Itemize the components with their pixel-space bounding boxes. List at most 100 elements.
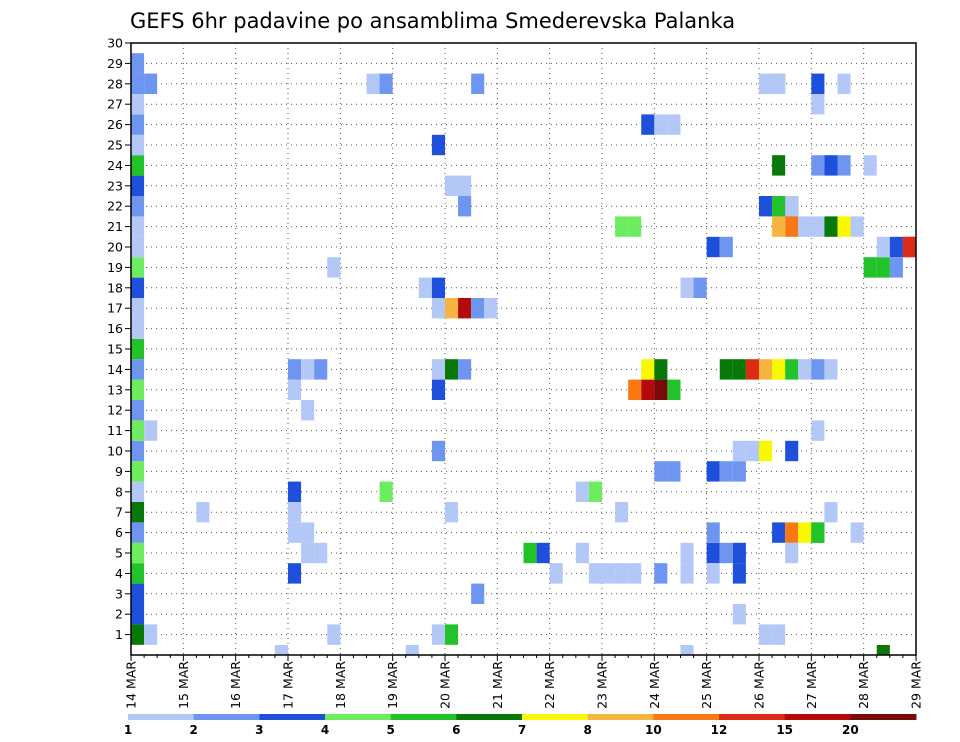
y-tick-label: 15 xyxy=(107,342,123,357)
y-tick-label: 25 xyxy=(107,138,123,153)
y-tick-label: 12 xyxy=(107,403,123,418)
y-tick-label: 19 xyxy=(107,260,123,275)
data-cell xyxy=(837,73,851,94)
data-cell xyxy=(811,359,825,380)
data-cell xyxy=(458,298,472,319)
data-cell xyxy=(288,563,302,584)
data-cell xyxy=(288,481,302,502)
y-tick-label: 20 xyxy=(107,240,123,255)
data-cell xyxy=(641,359,655,380)
data-cell xyxy=(785,440,799,462)
data-cell xyxy=(445,624,459,645)
y-tick-label: 9 xyxy=(115,464,123,479)
data-cell xyxy=(628,216,642,237)
data-cell xyxy=(732,461,746,482)
data-cell xyxy=(379,73,393,94)
data-cell xyxy=(431,359,445,380)
data-cell xyxy=(654,114,668,135)
data-cell xyxy=(680,277,694,298)
data-cell xyxy=(837,155,851,176)
data-cell xyxy=(732,563,746,584)
x-tick-label: 23 MAR xyxy=(595,661,610,709)
y-tick-label: 27 xyxy=(107,97,123,112)
x-tick-label: 18 MAR xyxy=(333,661,348,709)
data-cell xyxy=(837,216,851,237)
data-cell xyxy=(811,94,825,115)
data-cell xyxy=(458,175,472,196)
data-cell xyxy=(131,563,145,584)
data-cell xyxy=(327,624,341,645)
legend-label: 12 xyxy=(711,723,728,737)
y-tick-label: 8 xyxy=(115,484,123,499)
data-cell xyxy=(431,440,445,462)
legend-label: 4 xyxy=(321,723,329,737)
data-cell xyxy=(301,522,315,543)
color-legend: 1 2 3 4 5 6 7 8 10 12 15 20 xyxy=(124,714,917,737)
data-cell xyxy=(131,359,145,380)
data-cell xyxy=(654,461,668,482)
data-cell xyxy=(131,379,145,400)
data-cell xyxy=(641,114,655,135)
data-cell xyxy=(811,73,825,94)
data-cell xyxy=(811,216,825,237)
legend-label: 15 xyxy=(776,723,793,737)
legend-swatch xyxy=(719,714,786,720)
data-cell xyxy=(615,502,629,523)
data-cell xyxy=(876,236,890,258)
data-cell xyxy=(824,216,838,237)
legend-swatch xyxy=(784,714,851,720)
data-cell xyxy=(445,175,459,196)
y-tick-label: 7 xyxy=(115,505,123,520)
legend-swatch xyxy=(325,714,392,720)
data-cell xyxy=(431,624,445,645)
grid-lines xyxy=(131,42,916,655)
data-cell xyxy=(719,236,733,258)
y-tick-label: 2 xyxy=(115,607,123,622)
data-cell xyxy=(431,134,445,156)
data-cell xyxy=(772,155,786,176)
data-cell xyxy=(131,236,145,258)
data-cell xyxy=(785,196,799,217)
x-tick-label: 16 MAR xyxy=(228,661,243,709)
data-cell xyxy=(131,94,145,115)
data-cell xyxy=(785,522,799,543)
data-cell xyxy=(144,624,158,645)
data-cell xyxy=(785,359,799,380)
data-cell xyxy=(772,624,786,645)
y-tick-label: 4 xyxy=(115,566,123,581)
y-tick-label: 6 xyxy=(115,525,123,540)
data-cell xyxy=(131,502,145,523)
data-cell xyxy=(824,155,838,176)
data-cell xyxy=(405,645,419,655)
data-cell xyxy=(445,298,459,319)
x-tick-label: 21 MAR xyxy=(490,661,505,709)
data-cell xyxy=(811,420,825,441)
data-cell xyxy=(850,216,864,237)
data-cell xyxy=(575,481,589,502)
y-tick-label: 13 xyxy=(107,382,123,397)
x-tick-label: 28 MAR xyxy=(856,661,871,709)
y-tick-label: 11 xyxy=(107,423,123,438)
x-axis: 14 MAR 15 MAR 16 MAR 17 MAR 18 MAR 19 MAR 20 M… xyxy=(124,655,924,709)
data-cell xyxy=(458,196,472,217)
data-cell xyxy=(314,359,328,380)
data-cell xyxy=(131,257,145,278)
data-cell xyxy=(798,216,812,237)
data-cell xyxy=(288,502,302,523)
data-cell xyxy=(863,257,877,278)
data-cell xyxy=(615,216,629,237)
data-cell xyxy=(654,359,668,380)
data-cell xyxy=(706,542,720,564)
data-cell xyxy=(772,216,786,237)
data-cell xyxy=(327,257,341,278)
data-cell xyxy=(131,624,145,645)
data-cell xyxy=(902,236,916,258)
data-cell xyxy=(301,359,315,380)
legend-swatch xyxy=(456,714,523,720)
data-cell xyxy=(431,379,445,400)
data-cell xyxy=(379,481,393,502)
legend-label: 7 xyxy=(518,723,526,737)
data-cell xyxy=(602,563,616,584)
data-cell xyxy=(798,522,812,543)
data-cell xyxy=(732,542,746,564)
